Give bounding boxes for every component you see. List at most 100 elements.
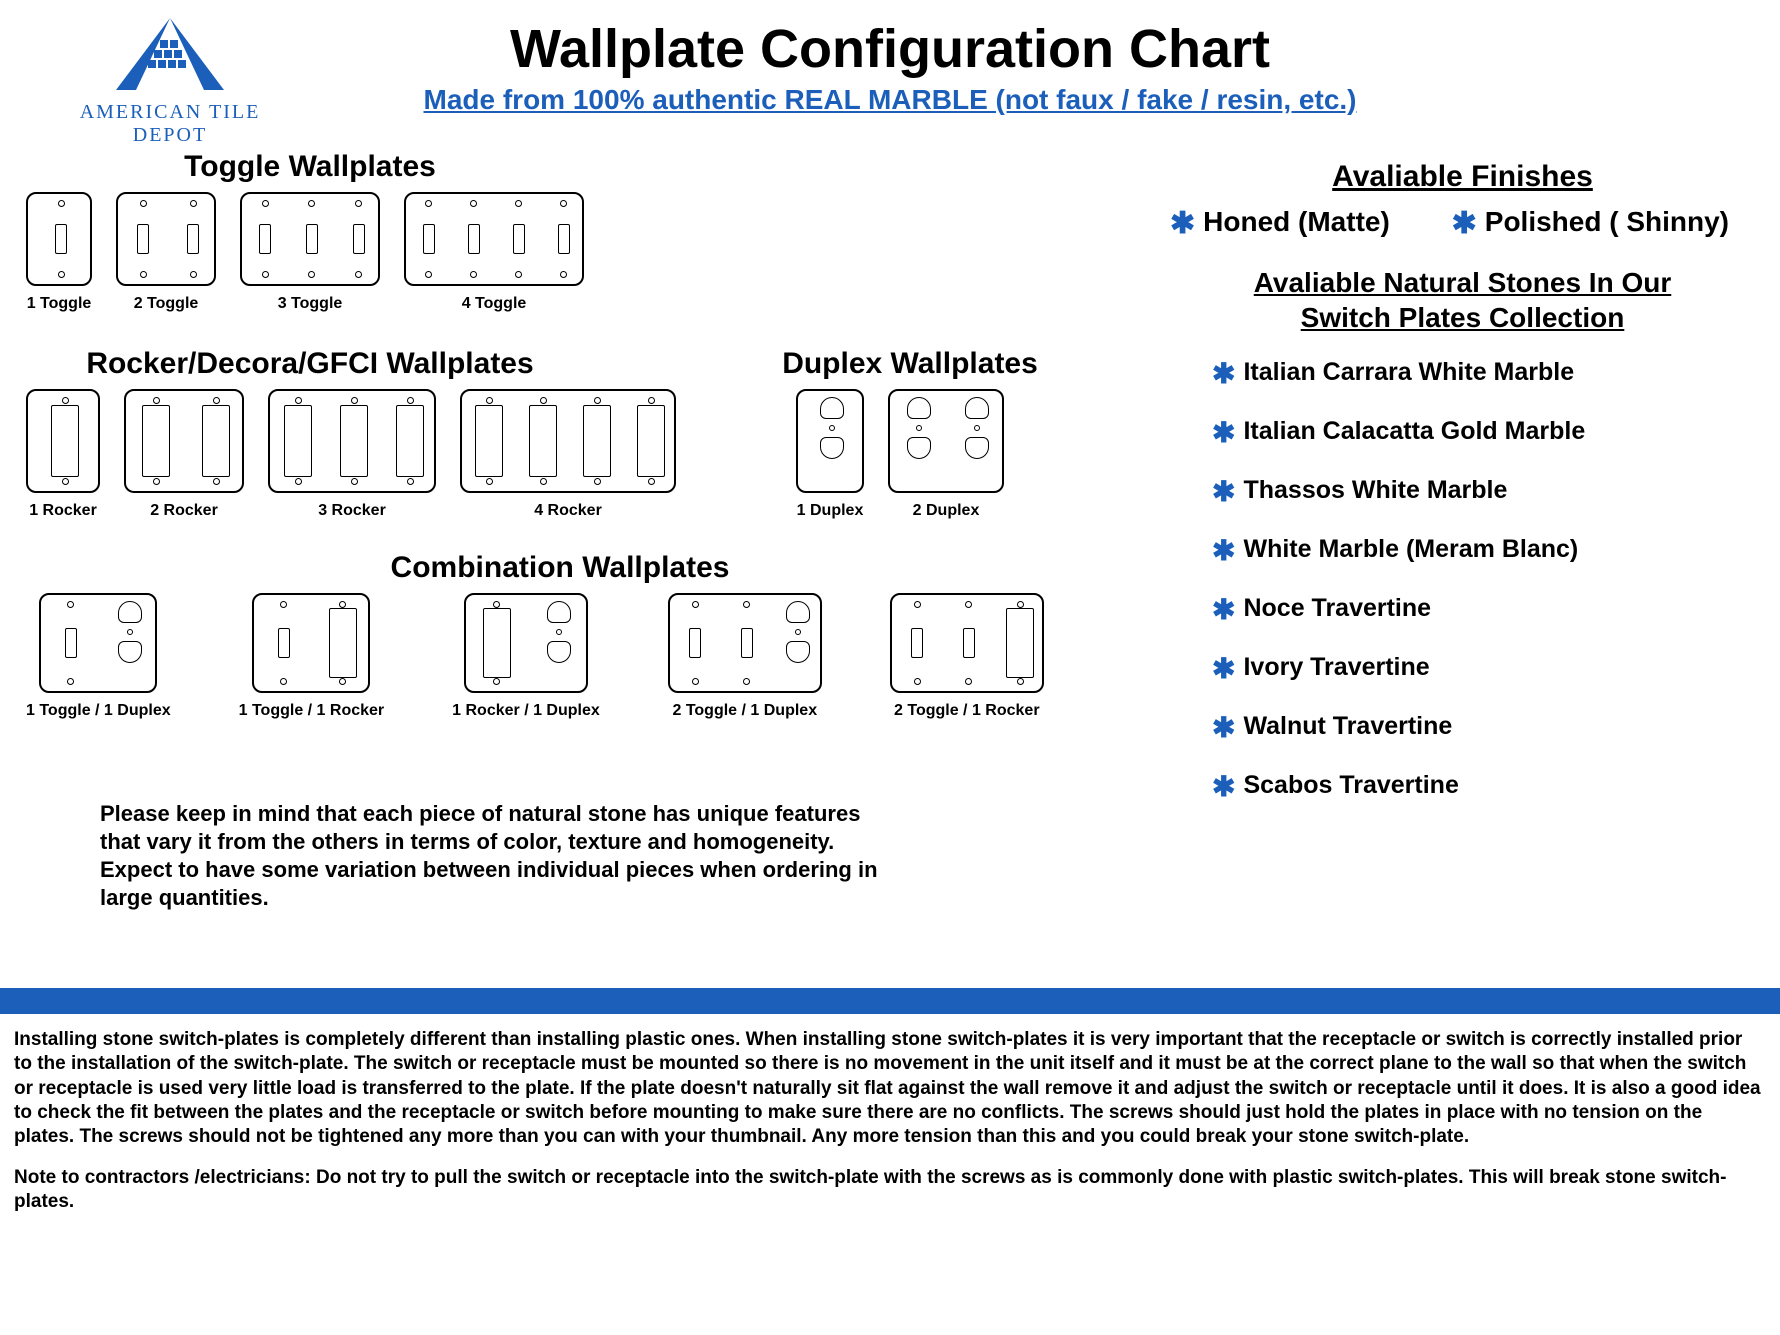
wallplate-label: 4 Rocker [460, 502, 676, 520]
stone-label: Thassos White Marble [1243, 476, 1507, 504]
toggle-slot-icon [187, 224, 199, 254]
wallplate-label: 1 Duplex [796, 502, 864, 520]
finishes-row: ✱Honed (Matte) ✱Polished ( Shinny) [1170, 206, 1755, 265]
wallplate-label: 3 Rocker [268, 502, 436, 520]
rocker-slot-icon [483, 608, 511, 678]
screw-icon [295, 397, 302, 404]
screw-icon [692, 678, 699, 685]
outlet-icon [965, 437, 989, 459]
rocker-slot-icon [51, 405, 79, 477]
screw-icon [280, 601, 287, 608]
stone-label: Ivory Travertine [1243, 653, 1429, 681]
wallplate-label: 3 Toggle [240, 295, 380, 313]
duplex-stack-icon [965, 397, 989, 459]
stone-list-item: ✱Italian Carrara White Marble [1212, 357, 1755, 390]
wallplate-item: 3 Rocker [268, 389, 436, 520]
stone-label: Scabos Travertine [1243, 771, 1458, 799]
screw-icon [355, 200, 362, 207]
stone-label: Walnut Travertine [1243, 712, 1452, 740]
screw-icon [351, 478, 358, 485]
screw-icon [407, 478, 414, 485]
rocker-slot-icon [637, 405, 665, 477]
screw-icon [308, 200, 315, 207]
divider-bar [0, 988, 1780, 1014]
screw-icon [425, 200, 432, 207]
wallplate-item: 1 Toggle / 1 Rocker [239, 593, 385, 720]
screw-icon [62, 478, 69, 485]
screw-icon [140, 200, 147, 207]
toggle-slot-icon [65, 628, 77, 658]
bullet-star-icon: ✱ [1212, 476, 1235, 507]
group-title: Duplex Wallplates [720, 347, 1100, 381]
toggle-slot-icon [259, 224, 271, 254]
wallplate-icon [890, 593, 1044, 693]
screw-icon [67, 678, 74, 685]
wallplate-item: 1 Duplex [796, 389, 864, 520]
screw-icon [515, 200, 522, 207]
wallplate-label: 1 Toggle / 1 Rocker [239, 702, 385, 720]
toggle-slot-icon [741, 628, 753, 658]
rocker-slot-icon [1006, 608, 1034, 678]
wallplate-icon [116, 192, 216, 286]
group-title: Rocker/Decora/GFCI Wallplates [20, 347, 600, 381]
screw-icon [965, 601, 972, 608]
duplex-stack-icon [118, 601, 142, 663]
wallplate-icon [460, 389, 676, 493]
toggle-slot-icon [278, 628, 290, 658]
rocker-slot-icon [329, 608, 357, 678]
toggle-slot-icon [55, 224, 67, 254]
stone-label: Italian Carrara White Marble [1243, 358, 1574, 386]
group-rocker-duplex: Rocker/Decora/GFCI Wallplates Duplex Wal… [20, 347, 1150, 517]
wallplate-item: 1 Toggle [26, 192, 92, 313]
wallplate-label: 4 Toggle [404, 295, 584, 313]
outlet-icon [786, 641, 810, 663]
screw-icon [280, 678, 287, 685]
wallplate-label: 2 Toggle [116, 295, 216, 313]
screw-icon [140, 271, 147, 278]
screw-icon [829, 425, 835, 431]
wallplate-item: 1 Rocker [26, 389, 100, 520]
group-row: 1 Rocker 2 Rocker 3 Rocker 4 Rocker [20, 389, 676, 520]
screw-icon [648, 397, 655, 404]
rocker-slot-icon [142, 405, 170, 477]
screw-icon [486, 478, 493, 485]
wallplate-label: 1 Rocker [26, 502, 100, 520]
outlet-icon [820, 437, 844, 459]
screw-icon [67, 601, 74, 608]
toggle-slot-icon [689, 628, 701, 658]
screw-icon [965, 678, 972, 685]
wallplate-icon [124, 389, 244, 493]
outlet-icon [786, 601, 810, 623]
logo-text: AMERICAN TILE DEPOT [40, 101, 300, 147]
bullet-star-icon: ✱ [1212, 535, 1235, 566]
stone-label: White Marble (Meram Blanc) [1243, 535, 1578, 563]
wallplate-item: 2 Duplex [888, 389, 1004, 520]
stone-list-item: ✱ White Marble (Meram Blanc) [1212, 534, 1755, 567]
screw-icon [795, 629, 801, 635]
wallplate-label: 2 Rocker [124, 502, 244, 520]
bullet-star-icon: ✱ [1212, 771, 1235, 802]
screw-icon [127, 629, 133, 635]
wallplate-icon [796, 389, 864, 493]
screw-icon [62, 397, 69, 404]
duplex-stack-icon [547, 601, 571, 663]
body-p1: Installing stone switch-plates is comple… [14, 1028, 1764, 1150]
screw-icon [1017, 601, 1024, 608]
wallplate-item: 3 Toggle [240, 192, 380, 313]
group-combo: Combination Wallplates 1 Toggle / 1 Dupl… [20, 551, 1150, 720]
bullet-star-icon: ✱ [1170, 207, 1195, 240]
finish-label: Honed (Matte) [1203, 206, 1390, 237]
disclaimer-text: Please keep in mind that each piece of n… [100, 800, 900, 913]
right-column: Avaliable Finishes ✱Honed (Matte) ✱Polis… [1170, 160, 1755, 829]
wallplate-label: 2 Duplex [888, 502, 1004, 520]
wallplate-item: 4 Rocker [460, 389, 676, 520]
screw-icon [355, 271, 362, 278]
screw-icon [262, 200, 269, 207]
screw-icon [560, 200, 567, 207]
stone-list-item: ✱Italian Calacatta Gold Marble [1212, 416, 1755, 449]
screw-icon [916, 425, 922, 431]
wallplate-icon [26, 389, 100, 493]
screw-icon [425, 271, 432, 278]
screw-icon [493, 678, 500, 685]
screw-icon [486, 397, 493, 404]
